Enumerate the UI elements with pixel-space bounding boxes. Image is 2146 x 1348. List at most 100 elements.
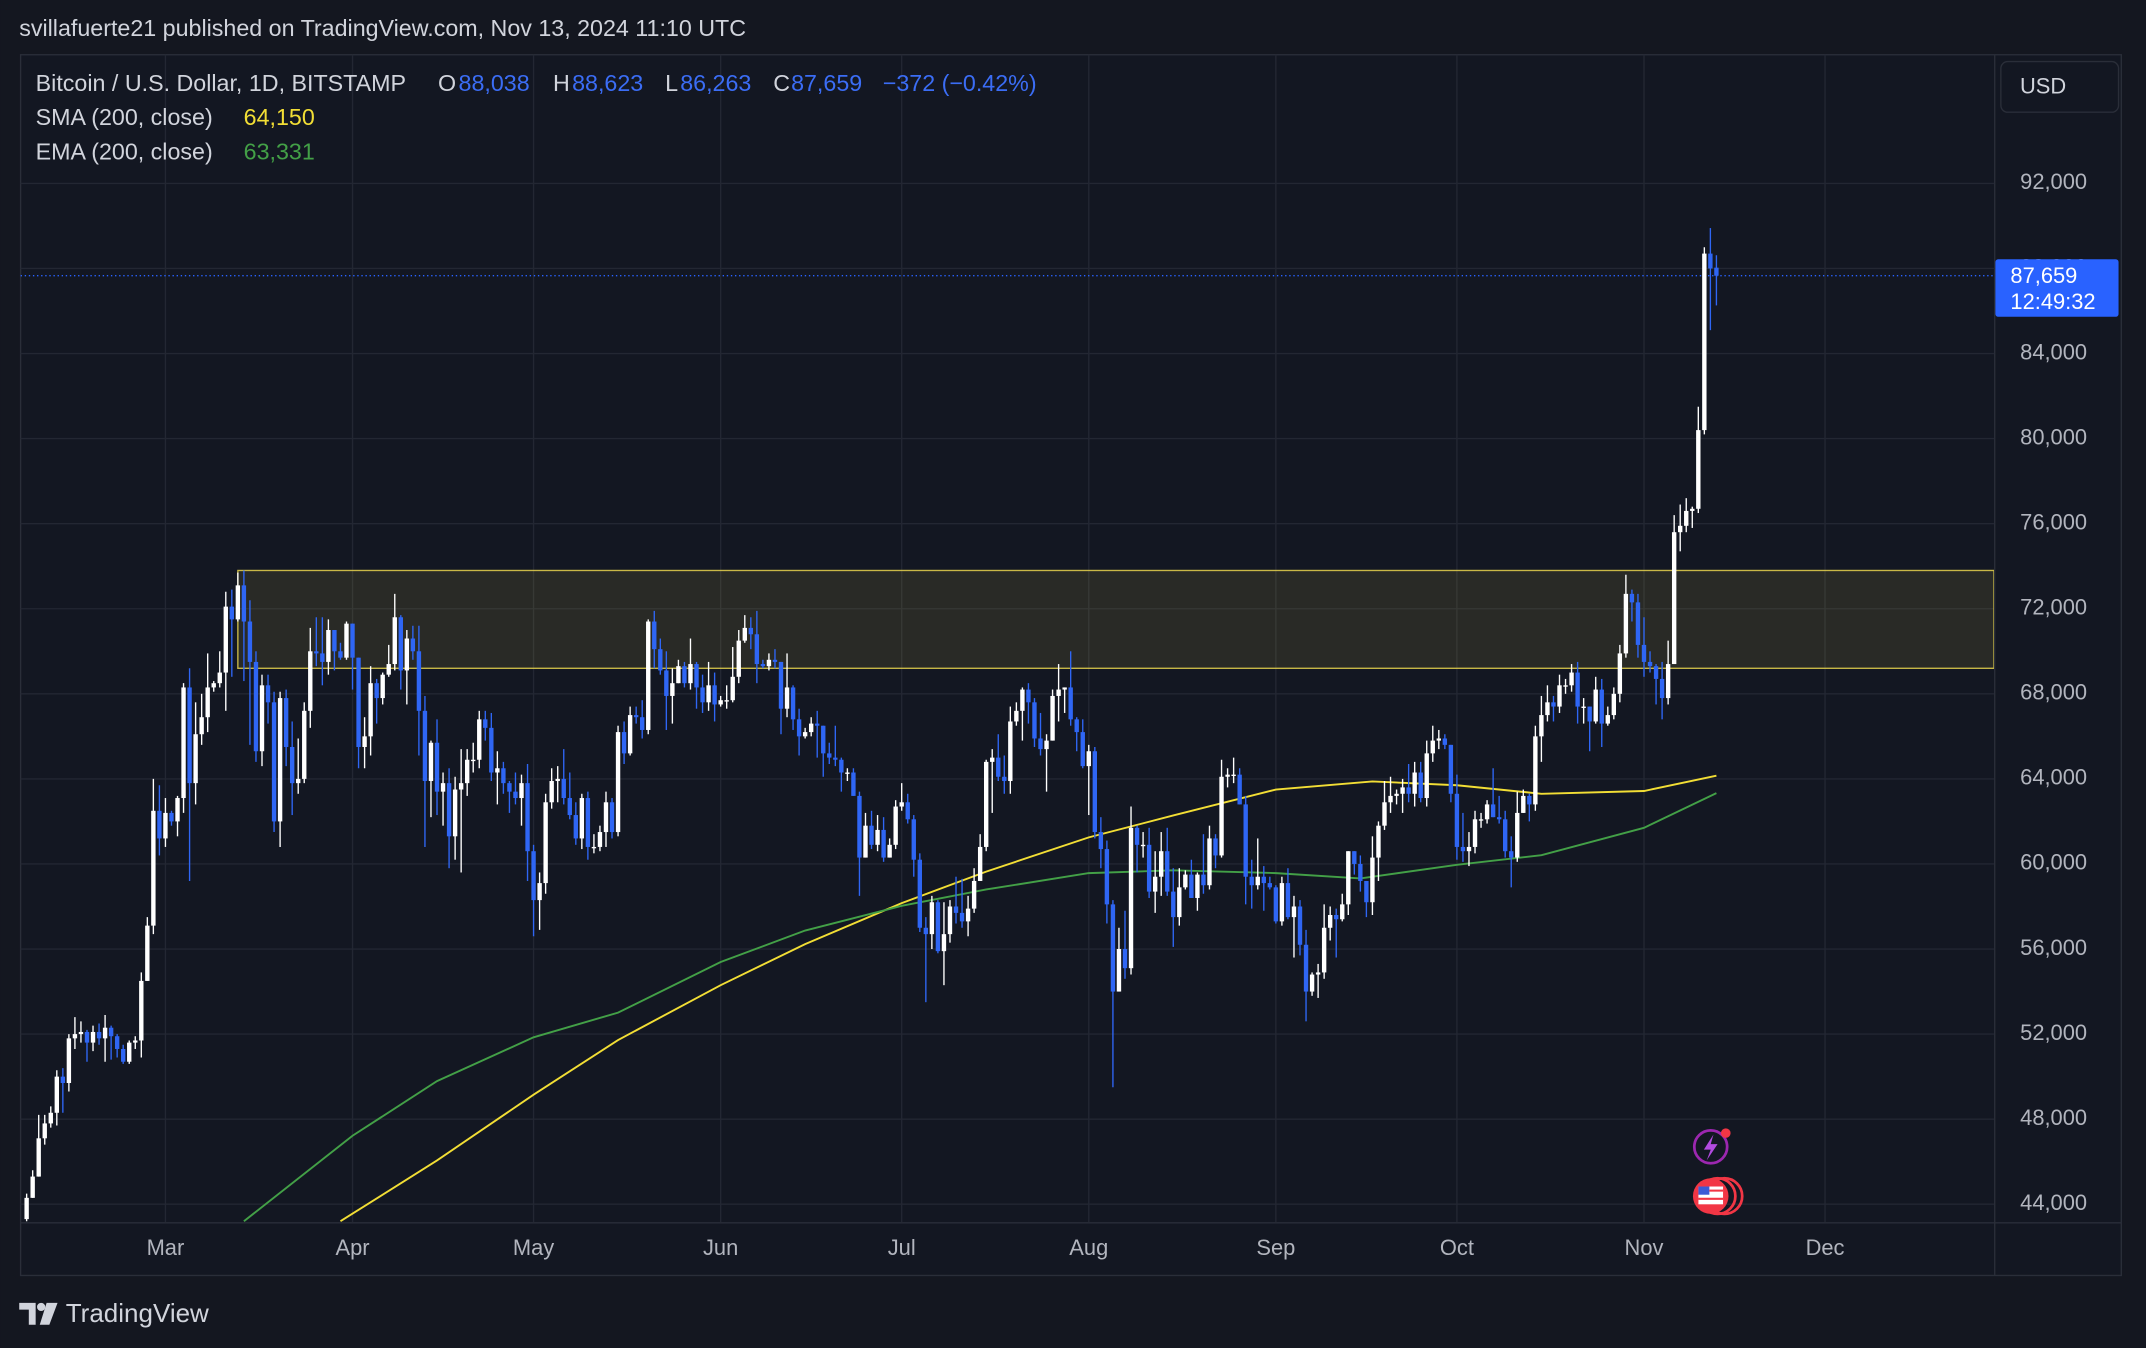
y-tick-label: 84,000 — [2020, 339, 2087, 364]
candle-body — [615, 732, 621, 833]
candle-body — [404, 638, 410, 671]
candle-body — [338, 651, 343, 658]
candle-body — [1454, 793, 1460, 847]
candle-body — [700, 687, 705, 703]
candle-body — [1159, 851, 1164, 877]
candle-body — [1116, 949, 1122, 992]
candle-body — [887, 844, 892, 858]
candle-body — [1418, 772, 1423, 799]
candle-body — [1068, 687, 1073, 720]
candle-body — [265, 685, 271, 703]
candle-body — [1327, 914, 1333, 928]
logo-mark — [19, 1302, 36, 1325]
candle-body — [1364, 880, 1369, 903]
candle-body — [66, 1038, 72, 1084]
candle-body — [1678, 525, 1683, 533]
candle-body — [1279, 883, 1285, 922]
x-tick-label: May — [513, 1235, 554, 1260]
candle-body — [1140, 844, 1146, 847]
candle-body — [205, 687, 210, 718]
currency-button[interactable] — [2000, 60, 2120, 113]
currency-label[interactable]: USD — [2020, 73, 2066, 98]
candle-body — [48, 1112, 53, 1124]
candle-body — [157, 810, 162, 839]
candle-body — [1406, 787, 1411, 794]
candle-body — [833, 757, 838, 760]
candle-body — [965, 908, 971, 922]
brand-logo — [19, 1302, 58, 1325]
candle-body — [682, 666, 687, 684]
candle-body — [1708, 253, 1713, 269]
candle-body — [1533, 736, 1538, 805]
candle-body — [1243, 804, 1248, 877]
candle-body — [609, 802, 615, 833]
x-tick-label: Aug — [1069, 1235, 1108, 1260]
candle-body — [1448, 744, 1454, 794]
candle-body — [760, 664, 766, 667]
candle-body — [1086, 751, 1091, 767]
candle-body — [929, 902, 935, 935]
y-tick-label: 52,000 — [2020, 1020, 2087, 1045]
icon-flag-canton — [1698, 1186, 1710, 1195]
candle-body — [1690, 508, 1695, 511]
candle-body — [1382, 802, 1387, 826]
candle-body — [1104, 849, 1110, 905]
candle-body — [863, 825, 868, 858]
x-tick-label: Jul — [888, 1235, 916, 1260]
candle-body — [163, 812, 168, 839]
candle-body — [332, 630, 337, 652]
candle-body — [1563, 685, 1568, 687]
x-tick-label: Apr — [335, 1235, 369, 1260]
candle-body — [1436, 738, 1441, 741]
candle-body — [815, 723, 820, 726]
candle-body — [796, 719, 802, 737]
candle-body — [990, 757, 995, 762]
candle-body — [1026, 689, 1031, 703]
candle-body — [784, 687, 790, 709]
indicator-line — [339, 774, 1717, 1223]
candle-body — [1128, 827, 1134, 969]
candle-body — [1629, 593, 1635, 603]
candle-body — [211, 683, 216, 688]
candle-body — [1521, 795, 1526, 813]
candle-body — [422, 710, 428, 782]
candle-body — [971, 880, 977, 909]
candle-body — [688, 664, 693, 684]
candle-body — [857, 795, 862, 858]
candle-body — [302, 710, 307, 779]
candle-body — [1062, 687, 1067, 690]
candle-body — [1659, 678, 1665, 699]
candle-body — [1581, 706, 1586, 708]
candle-body — [314, 651, 319, 654]
y-tick-label: 56,000 — [2020, 935, 2087, 960]
candle-body — [1557, 685, 1562, 707]
y-tick-label: 60,000 — [2020, 850, 2087, 875]
candle-body — [1484, 804, 1490, 820]
candle-body — [603, 802, 609, 833]
candle-body — [1219, 776, 1224, 856]
candle-body — [1478, 819, 1484, 821]
logo-dot — [37, 1302, 46, 1312]
icon-circle[interactable] — [1692, 1129, 1729, 1165]
candle-body — [1527, 795, 1532, 805]
candle-body — [1303, 944, 1309, 992]
candle-body — [277, 698, 283, 822]
candle-body — [1394, 793, 1399, 796]
indicator-value: 64,150 — [244, 104, 315, 130]
candle-body — [1696, 430, 1701, 509]
candle-body — [1225, 774, 1230, 777]
candle-body — [193, 734, 198, 784]
candle-body — [1249, 876, 1254, 886]
candle-body — [1273, 887, 1279, 922]
event-icons — [1692, 1128, 1744, 1216]
candle-body — [181, 687, 186, 799]
candle-body — [531, 851, 536, 901]
candle-body — [712, 685, 717, 705]
candle-body — [1376, 825, 1381, 858]
candle-body — [1611, 693, 1617, 716]
candle-body — [241, 585, 247, 622]
candle-body — [664, 670, 669, 696]
candle-body — [440, 783, 446, 792]
candle-body — [489, 727, 494, 773]
candle-body — [585, 798, 591, 847]
